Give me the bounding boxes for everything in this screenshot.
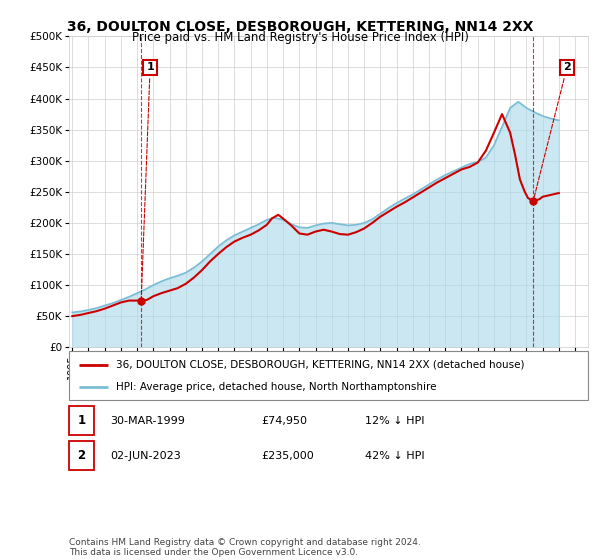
Text: £74,950: £74,950 [261,416,307,426]
Text: 36, DOULTON CLOSE, DESBOROUGH, KETTERING, NN14 2XX: 36, DOULTON CLOSE, DESBOROUGH, KETTERING… [67,20,533,34]
Text: Contains HM Land Registry data © Crown copyright and database right 2024.
This d: Contains HM Land Registry data © Crown c… [69,538,421,557]
FancyBboxPatch shape [69,351,588,400]
FancyBboxPatch shape [69,441,94,470]
Text: Price paid vs. HM Land Registry's House Price Index (HPI): Price paid vs. HM Land Registry's House … [131,31,469,44]
Text: 30-MAR-1999: 30-MAR-1999 [110,416,185,426]
Text: 1: 1 [77,414,86,427]
Text: 12% ↓ HPI: 12% ↓ HPI [365,416,424,426]
Text: 02-JUN-2023: 02-JUN-2023 [110,451,181,461]
Text: HPI: Average price, detached house, North Northamptonshire: HPI: Average price, detached house, Nort… [116,381,436,391]
Text: 2: 2 [534,63,571,198]
Text: £235,000: £235,000 [261,451,314,461]
Text: 42% ↓ HPI: 42% ↓ HPI [365,451,424,461]
Text: 2: 2 [77,449,86,462]
Text: 1: 1 [141,63,154,298]
Text: 36, DOULTON CLOSE, DESBOROUGH, KETTERING, NN14 2XX (detached house): 36, DOULTON CLOSE, DESBOROUGH, KETTERING… [116,360,524,370]
FancyBboxPatch shape [69,406,94,436]
